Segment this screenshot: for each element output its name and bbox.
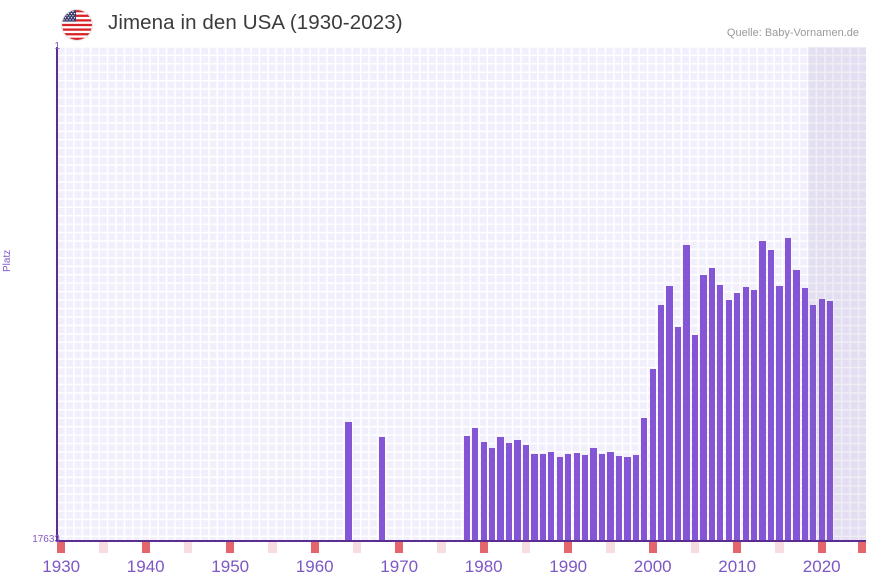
bar-1979[interactable] bbox=[472, 428, 479, 540]
x-tick-mark-minor-1955 bbox=[268, 542, 277, 553]
bar-1984[interactable] bbox=[514, 440, 521, 540]
bar-2010[interactable] bbox=[734, 293, 741, 540]
bar-1999[interactable] bbox=[641, 418, 648, 540]
x-tick-mark-1990 bbox=[564, 542, 573, 553]
x-tick-mark-1940 bbox=[141, 542, 150, 553]
bar-1996[interactable] bbox=[615, 456, 623, 540]
bar-2005[interactable] bbox=[691, 335, 699, 540]
bar-2015[interactable] bbox=[776, 286, 783, 540]
x-tick-mark-minor-1935 bbox=[99, 542, 108, 553]
x-tick-label-2010: 2010 bbox=[718, 557, 757, 576]
y-axis-line bbox=[56, 47, 58, 541]
bar-1987[interactable] bbox=[539, 454, 547, 540]
bar-1995[interactable] bbox=[607, 452, 614, 540]
bar-1982[interactable] bbox=[497, 437, 504, 540]
bar-2003[interactable] bbox=[674, 327, 682, 540]
bar-2004[interactable] bbox=[683, 245, 690, 540]
bar-2008[interactable] bbox=[717, 285, 724, 540]
x-tick-label-1960: 1960 bbox=[295, 557, 334, 576]
x-tick-label-1950: 1950 bbox=[211, 557, 250, 576]
x-tick-mark-1930 bbox=[57, 542, 66, 553]
plot-area bbox=[57, 47, 866, 540]
bar-1993[interactable] bbox=[590, 448, 597, 540]
x-tick-mark-minor-1945 bbox=[183, 542, 193, 553]
bar-2016[interactable] bbox=[784, 238, 792, 540]
bar-2009[interactable] bbox=[725, 300, 732, 540]
bar-2007[interactable] bbox=[708, 268, 716, 540]
bar-2006[interactable] bbox=[700, 275, 707, 540]
x-tick-label-1990: 1990 bbox=[549, 557, 588, 576]
bar-1998[interactable] bbox=[632, 455, 639, 540]
bar-2012[interactable] bbox=[750, 290, 758, 540]
bar-2017[interactable] bbox=[793, 270, 800, 540]
chart-header: Jimena in den USA (1930-2023) Quelle: Ba… bbox=[0, 0, 873, 46]
x-tick-mark-end bbox=[857, 542, 866, 553]
x-axis-line bbox=[56, 540, 866, 542]
x-tick-mark-minor-1975 bbox=[437, 542, 446, 553]
bar-1985[interactable] bbox=[522, 445, 530, 540]
x-tick-mark-minor-1965 bbox=[352, 542, 362, 553]
x-tick-mark-minor-2005 bbox=[690, 542, 700, 553]
x-tick-label-1940: 1940 bbox=[126, 557, 165, 576]
bar-2019[interactable] bbox=[810, 305, 817, 540]
bar-1968[interactable] bbox=[379, 437, 386, 540]
x-tick-mark-2010 bbox=[733, 542, 742, 553]
page-title: Jimena in den USA (1930-2023) bbox=[108, 11, 403, 34]
us-flag-icon bbox=[62, 10, 92, 40]
bar-2001[interactable] bbox=[658, 305, 665, 540]
bar-2014[interactable] bbox=[767, 250, 775, 540]
x-tick-label-2000: 2000 bbox=[633, 557, 672, 576]
bar-1994[interactable] bbox=[598, 454, 606, 540]
bar-2002[interactable] bbox=[666, 286, 673, 540]
y-tick-label-bottom: 17633 bbox=[32, 534, 60, 545]
bar-1981[interactable] bbox=[489, 448, 496, 540]
x-tick-label-1970: 1970 bbox=[380, 557, 419, 576]
x-tick-mark-minor-1995 bbox=[606, 542, 615, 553]
bar-2000[interactable] bbox=[649, 369, 656, 540]
bar-2013[interactable] bbox=[759, 241, 766, 540]
bar-1986[interactable] bbox=[531, 454, 538, 540]
x-tick-label-2020: 2020 bbox=[802, 557, 841, 576]
bar-1980[interactable] bbox=[480, 442, 487, 540]
x-tick-label-1930: 1930 bbox=[42, 557, 81, 576]
y-axis-title: Platz bbox=[2, 249, 13, 272]
bar-1978[interactable] bbox=[463, 436, 470, 540]
bar-2021[interactable] bbox=[827, 301, 834, 540]
x-tick-mark-1960 bbox=[310, 542, 319, 553]
bar-1990[interactable] bbox=[565, 454, 572, 540]
x-tick-mark-1950 bbox=[226, 542, 235, 553]
x-tick-mark-2020 bbox=[817, 542, 826, 553]
y-tick-label-top: 1 bbox=[54, 41, 60, 52]
bar-1997[interactable] bbox=[624, 457, 631, 540]
x-tick-mark-1970 bbox=[395, 542, 404, 553]
bar-2011[interactable] bbox=[742, 287, 749, 540]
bar-1988[interactable] bbox=[548, 452, 555, 540]
bar-1989[interactable] bbox=[556, 457, 563, 540]
bar-1964[interactable] bbox=[345, 422, 352, 540]
bar-1983[interactable] bbox=[505, 443, 513, 540]
bar-1991[interactable] bbox=[573, 453, 580, 540]
x-tick-mark-2000 bbox=[648, 542, 657, 553]
bar-2018[interactable] bbox=[801, 288, 808, 540]
x-tick-mark-minor-1985 bbox=[521, 542, 531, 553]
bar-2020[interactable] bbox=[818, 299, 825, 540]
bar-1992[interactable] bbox=[581, 455, 589, 540]
x-tick-mark-1980 bbox=[479, 542, 488, 553]
source-attribution: Quelle: Baby-Vornamen.de bbox=[726, 27, 859, 39]
x-tick-label-1980: 1980 bbox=[464, 557, 503, 576]
no-data-band bbox=[808, 47, 866, 540]
x-tick-mark-minor-2015 bbox=[775, 542, 784, 553]
